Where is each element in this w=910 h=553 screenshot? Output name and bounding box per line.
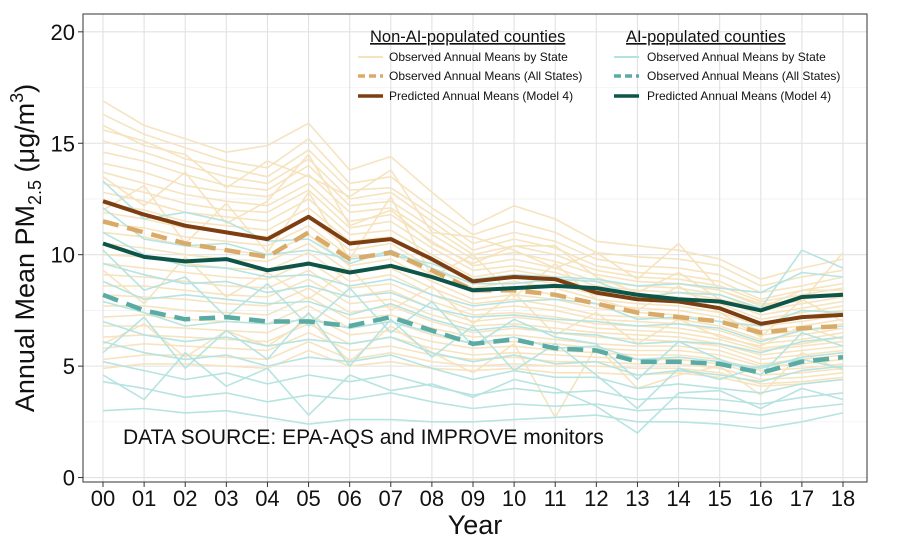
x-tick-label: 12 [584, 486, 608, 511]
legend-label-ai-pred: Predicted Annual Means (Model 4) [647, 89, 831, 103]
x-tick-label: 18 [831, 486, 855, 511]
ai-predicted-line [102, 241, 844, 313]
nonai-state-series-line [102, 100, 844, 281]
ai-state-series-line [102, 320, 844, 383]
ai-state-series-line [102, 231, 844, 327]
x-tick-label: 14 [666, 486, 690, 511]
legend-label-ai-all: Observed Annual Means (All States) [647, 69, 840, 83]
nonai-state-series-line [102, 184, 844, 338]
legend-label-nonai-state: Observed Annual Means by State [389, 50, 568, 64]
nonai-state-series-line [102, 269, 844, 352]
legend-title-nonai: Non-AI-populated counties [370, 28, 565, 46]
y-axis-title-main: Annual Mean PM [10, 205, 40, 412]
nonai-all-states-line [102, 219, 844, 335]
nonai-state-series-line [102, 331, 844, 381]
nonai-state-series-line [102, 129, 844, 294]
ai-all-states-line [102, 292, 844, 376]
y-axis-title-unit: (μg/m [10, 103, 40, 180]
nonai-state-series-line [102, 260, 844, 350]
ai-state-series-line [102, 280, 844, 354]
ai-state-series-line [102, 340, 844, 394]
x-tick-label: 02 [173, 486, 197, 511]
nonai-state-series-line [102, 349, 844, 388]
x-tick-label: 16 [749, 486, 773, 511]
ai-state-series-line [102, 180, 844, 310]
y-axis-title-subscript: 2.5 [25, 180, 45, 205]
x-tick-label: 08 [420, 486, 444, 511]
legend-label-nonai-all: Observed Annual Means (All States) [389, 69, 582, 83]
data-source-annotation: DATA SOURCE: EPA-AQS and IMPROVE monitor… [123, 426, 604, 449]
legend-title-ai: AI-populated counties [626, 28, 786, 46]
x-tick-label: 03 [214, 486, 238, 511]
x-tick-label: 06 [337, 486, 361, 511]
legend-label-ai-state: Observed Annual Means by State [647, 50, 826, 64]
y-tick-label: 15 [51, 131, 75, 156]
nonai-state-series-line [102, 191, 844, 321]
nonai-state-series-line [103, 296, 844, 365]
x-tick-label: 07 [379, 486, 403, 511]
ai-state-series-line [102, 407, 844, 430]
y-tick-label: 0 [63, 466, 75, 491]
nonai-predicted-line [102, 199, 844, 326]
plot-panel-border [82, 13, 868, 483]
y-tick-label: 5 [63, 354, 75, 379]
y-axis-title-superscript: 3 [7, 93, 27, 103]
y-axis-title: Annual Mean PM2.5 (μg/m3) [7, 84, 45, 412]
ai-state-series-line [102, 380, 844, 416]
y-axis-title-unit-close: ) [10, 84, 40, 93]
nonai-state-series-line [102, 222, 844, 332]
nonai-state-series-line [102, 256, 844, 347]
summary-lines [102, 199, 844, 376]
x-tick-label: 01 [132, 486, 156, 511]
legend: Non-AI-populated counties AI-populated c… [358, 28, 840, 103]
x-tick-label: 05 [296, 486, 320, 511]
ai-state-series-line [102, 262, 844, 343]
nonai-state-series-line [102, 287, 844, 361]
x-tick-label: 09 [461, 486, 485, 511]
y-tick-label: 20 [51, 20, 75, 45]
legend-label-nonai-pred: Predicted Annual Means (Model 4) [389, 89, 573, 103]
x-tick-label: 11 [544, 486, 567, 511]
x-tick-label: 00 [91, 486, 115, 511]
ai-state-lines [102, 180, 844, 434]
x-tick-label: 10 [502, 486, 526, 511]
x-tick-label: 17 [790, 486, 814, 511]
ai-state-series-line [102, 360, 844, 405]
ai-state-series-line [102, 311, 844, 410]
x-tick-label: 04 [255, 486, 279, 511]
x-tick-label: 13 [625, 486, 649, 511]
nonai-state-series-line [102, 113, 844, 287]
y-tick-label: 10 [51, 243, 75, 268]
x-tick-label: 15 [707, 486, 731, 511]
nonai-state-series-line [102, 124, 844, 305]
ai-state-series-line [102, 351, 844, 434]
nonai-state-series-line [102, 153, 843, 310]
x-axis-title: Year [448, 510, 503, 540]
nonai-state-series-line [102, 140, 844, 301]
nonai-state-series-line [102, 340, 844, 385]
